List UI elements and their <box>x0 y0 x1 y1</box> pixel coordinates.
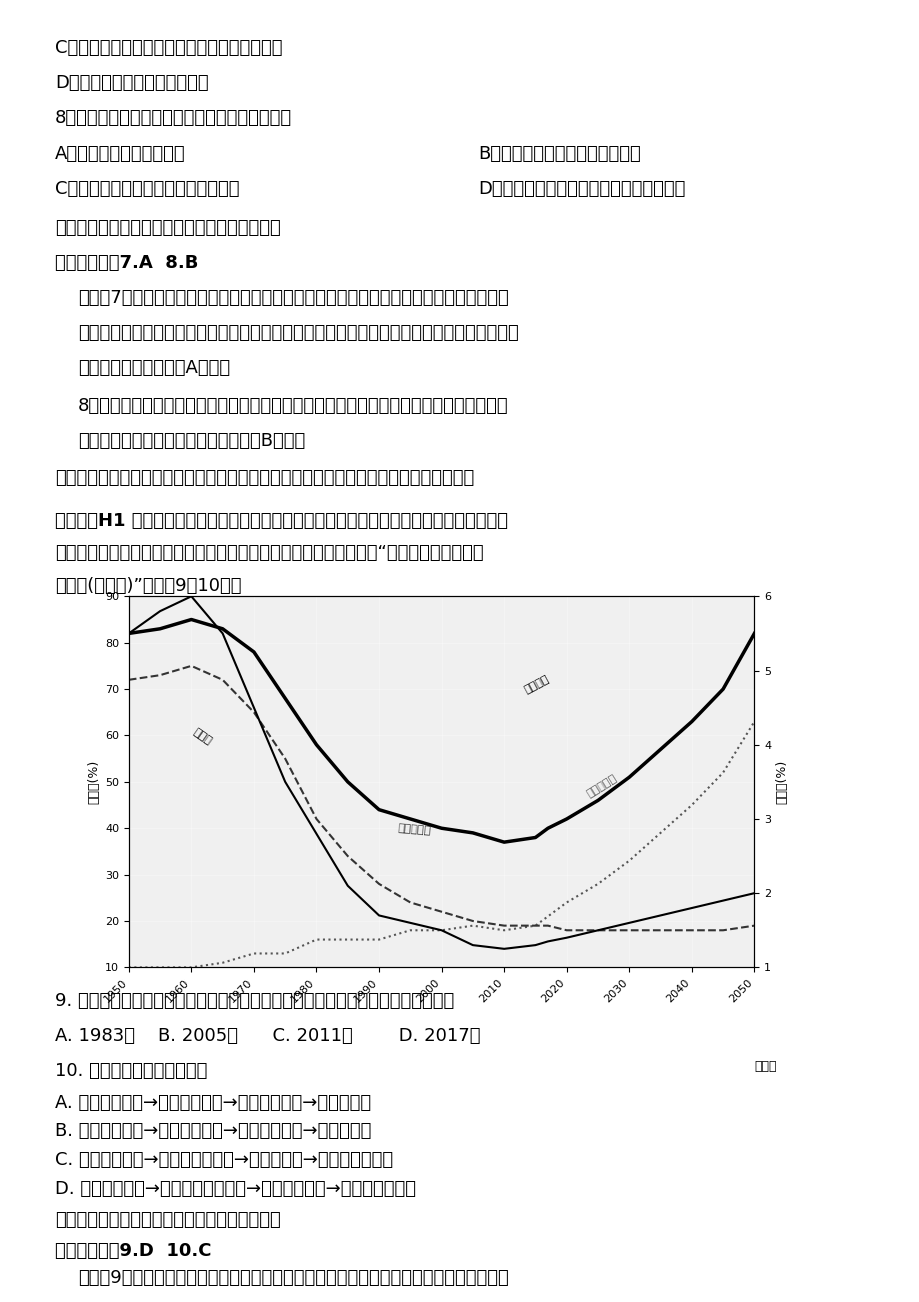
Text: 儿童扶养比: 儿童扶养比 <box>397 823 431 836</box>
Text: 8题，本题注意审题，选择不正确的选择项。建设兰新鐵路第二双线会对鐵路沿线的生态环: 8题，本题注意审题，选择不正确的选择项。建设兰新鐵路第二双线会对鐵路沿线的生态环 <box>78 397 508 415</box>
Text: D．促进新疆和内地的人员交往和经济交流: D．促进新疆和内地的人员交往和经济交流 <box>478 180 685 198</box>
Text: D．主要运输石油、煤炭等货物: D．主要运输石油、煤炭等货物 <box>55 74 209 92</box>
Text: C．增强民族团结，加快边疆经济发展: C．增强民族团结，加快边疆经济发展 <box>55 180 240 198</box>
Text: 老年扶养比: 老年扶养比 <box>584 772 618 798</box>
Text: 境造成破坏，不利于生态环境的保护，B正确。: 境造成破坏，不利于生态环境的保护，B正确。 <box>78 432 305 450</box>
Text: 8．建设兰新鐵路第二双线产生的重要影响不包括: 8．建设兰新鐵路第二双线产生的重要影响不包括 <box>55 109 292 128</box>
Text: 典型植被为温带草原带和温带荒漠带；因该沿线降水稀少，所以滑坡、泥石流发生次数较少；: 典型植被为温带草原带和温带荒漠带；因该沿线降水稀少，所以滑坡、泥石流发生次数较少… <box>78 324 518 342</box>
Text: 总扶养比: 总扶养比 <box>522 673 550 695</box>
Text: （年）: （年） <box>754 1060 776 1073</box>
Text: 【题文】H1 生育率是指不同时期、不同地区妇女或育龄妇女的实际生育水平或生育子女的数: 【题文】H1 生育率是指不同时期、不同地区妇女或育龄妇女的实际生育水平或生育子女… <box>55 512 507 530</box>
Text: 10. 下列因果联系不正确的是: 10. 下列因果联系不正确的是 <box>55 1062 208 1081</box>
Text: B. 社会经济发展→养育成本提高→生育意愿降低→生育率下降: B. 社会经济发展→养育成本提高→生育意愿降低→生育率下降 <box>55 1122 371 1141</box>
Y-axis label: 生育率(%): 生育率(%) <box>775 760 788 803</box>
Text: 【知识点】本题考查人口数量变化、人口问题。: 【知识点】本题考查人口数量变化、人口问题。 <box>55 1211 280 1229</box>
Text: B．有利于新疆地区生态环境保护: B．有利于新疆地区生态环境保护 <box>478 145 641 163</box>
Text: 【答案解析】7.A  8.B: 【答案解析】7.A 8.B <box>55 254 199 272</box>
Text: 解析：9题，根据材料，扶养比是指在人口中，非劳动年龄人口与劳动年龄人口之比，非劳: 解析：9题，根据材料，扶养比是指在人口中，非劳动年龄人口与劳动年龄人口之比，非劳 <box>78 1269 508 1288</box>
Text: 鐵路不适应运输石油；A正确。: 鐵路不适应运输石油；A正确。 <box>78 359 230 378</box>
Text: 【答案解析】9.D  10.C: 【答案解析】9.D 10.C <box>55 1242 211 1260</box>
Text: 解析：7题，兰州至乌鲁木齐路段位于我国西北地区，其气候类型主要为温带大陆性气候，: 解析：7题，兰州至乌鲁木齐路段位于我国西北地区，其气候类型主要为温带大陆性气候， <box>78 289 508 307</box>
Text: 量；扶养比是指在人口中，非劳动年龄人口与劳动年龄人口之比。读“韩国生育率和扶养比: 量；扶养比是指在人口中，非劳动年龄人口与劳动年龄人口之比。读“韩国生育率和扶养比 <box>55 544 483 562</box>
Text: 9. 如果不考虑人口迁移的影响，韩国老年人口数开始超过儿童人口数的时间大概是: 9. 如果不考虑人口迁移的影响，韩国老年人口数开始超过儿童人口数的时间大概是 <box>55 992 454 1010</box>
Text: 【知识点】本题考查鐵路建设区位、中国地理。: 【知识点】本题考查鐵路建设区位、中国地理。 <box>55 219 280 237</box>
Text: A．完善新疆的鐵路网布局: A．完善新疆的鐵路网布局 <box>55 145 186 163</box>
Text: 【思路点拨】熟悉我国西北地区地理概况、鐵路建设影响是解题的关键，本题难度不大。: 【思路点拨】熟悉我国西北地区地理概况、鐵路建设影响是解题的关键，本题难度不大。 <box>55 469 474 487</box>
Text: A. 社会经济发展→生育观念转变→婚育年龄推迟→生育率下降: A. 社会经济发展→生育观念转变→婚育年龄推迟→生育率下降 <box>55 1094 371 1112</box>
Text: 示意图(含预测)”，回种9～10题。: 示意图(含预测)”，回种9～10题。 <box>55 577 242 595</box>
Text: D. 社会经济发展→医疗卫生条件进步→人均寿命延长→老年扶养比上升: D. 社会经济发展→医疗卫生条件进步→人均寿命延长→老年扶养比上升 <box>55 1180 415 1198</box>
Text: A. 1983年    B. 2005年      C. 2011年        D. 2017年: A. 1983年 B. 2005年 C. 2011年 D. 2017年 <box>55 1027 481 1046</box>
Text: 生育率: 生育率 <box>191 727 213 747</box>
Text: C. 社会经济发展→儿童扶养比下降→生育率下降→老年扶养比上升: C. 社会经济发展→儿童扶养比下降→生育率下降→老年扶养比上升 <box>55 1151 393 1169</box>
Text: C．鐵路沿线地区滑坡、泥石流等自然灾害频发: C．鐵路沿线地区滑坡、泥石流等自然灾害频发 <box>55 39 282 57</box>
Y-axis label: 扶养比(%): 扶养比(%) <box>87 760 101 803</box>
